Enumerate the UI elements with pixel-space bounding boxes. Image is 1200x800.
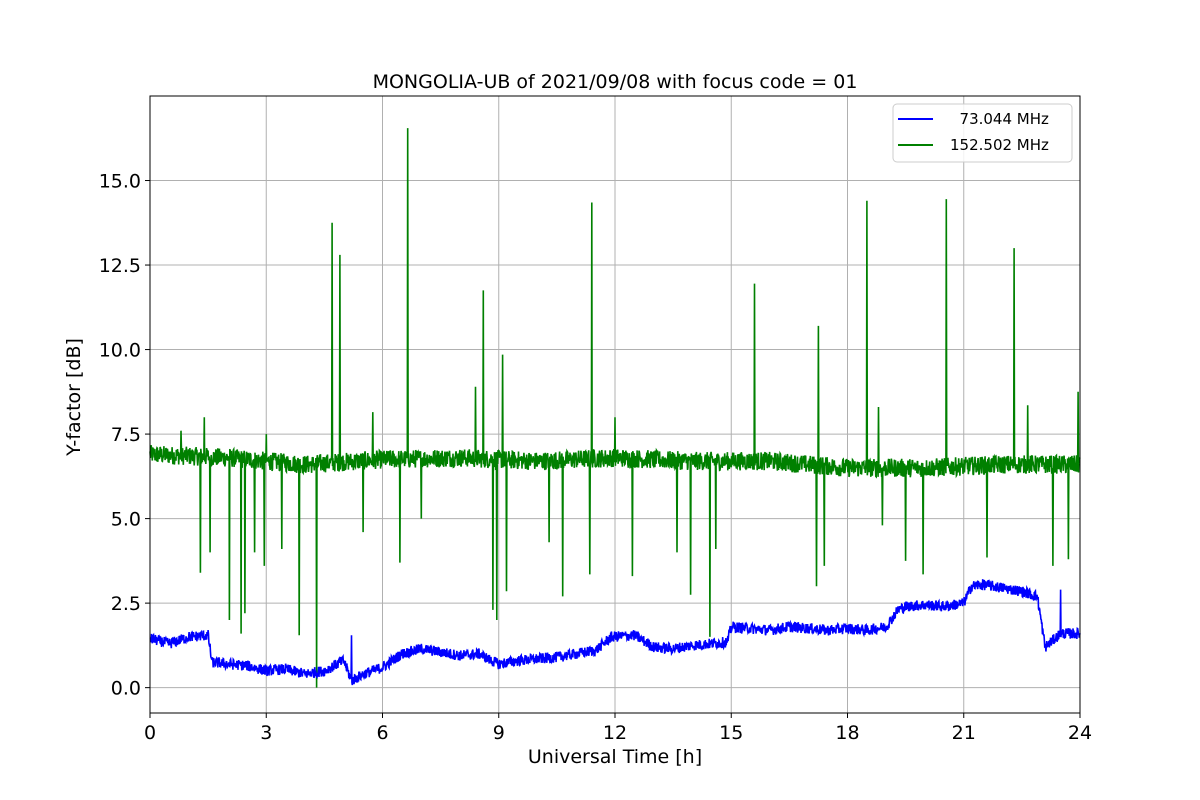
legend: 73.044 MHz 152.502 MHz [892, 103, 1073, 163]
legend-box [892, 103, 1073, 163]
y-axis: 0.0 2.5 5.0 7.5 10.0 12.5 15.0 [99, 171, 150, 700]
x-tick-label: 18 [835, 722, 859, 744]
series-line-high-freq [149, 128, 1081, 688]
y-axis-label: Y-factor [dB] [63, 338, 85, 457]
x-tick-label: 12 [603, 722, 627, 744]
y-tick-label: 12.5 [99, 255, 141, 277]
y-tick-label: 10.0 [99, 340, 141, 362]
x-axis-label: Universal Time [h] [528, 746, 702, 768]
legend-label: 152.502 MHz [950, 136, 1049, 154]
x-tick-label: 6 [376, 722, 388, 744]
plot-area: 0 3 6 9 12 15 18 21 24 0.0 2.5 5.0 7.5 10.0 12.5 15.0 [99, 95, 1092, 744]
chart-title: MONGOLIA-UB of 2021/09/08 with focus cod… [373, 71, 858, 93]
x-tick-label: 15 [719, 722, 743, 744]
x-tick-label: 3 [260, 722, 272, 744]
y-tick-label: 5.0 [111, 509, 141, 531]
x-tick-label: 24 [1068, 722, 1092, 744]
x-tick-label: 9 [493, 722, 505, 744]
series-layer [149, 128, 1081, 688]
legend-label: 73.044 MHz [950, 110, 1049, 128]
x-tick-label: 0 [144, 722, 156, 744]
series-line-low-freq [149, 579, 1081, 686]
y-tick-label: 15.0 [99, 171, 141, 193]
y-tick-label: 2.5 [111, 593, 141, 615]
y-tick-label: 7.5 [111, 424, 141, 446]
x-tick-label: 21 [952, 722, 976, 744]
y-tick-label: 0.0 [111, 678, 141, 700]
x-axis: 0 3 6 9 12 15 18 21 24 [144, 713, 1092, 744]
